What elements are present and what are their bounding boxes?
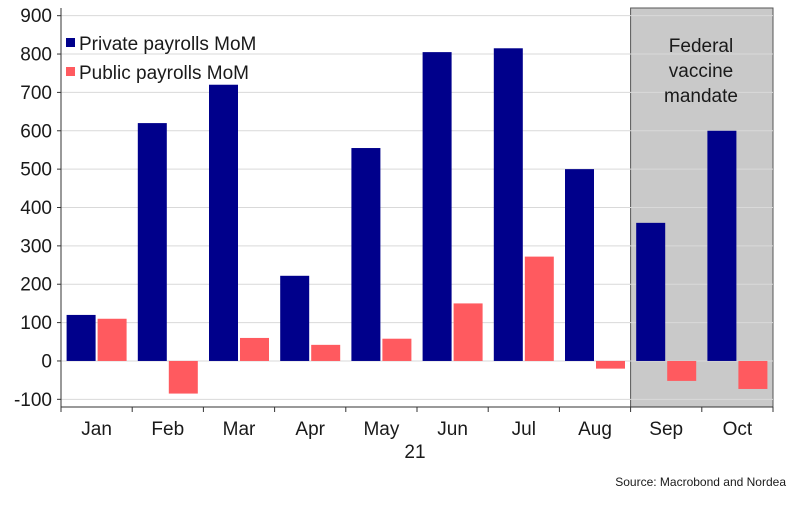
- legend-swatch-public: [66, 67, 75, 76]
- x-tick-label: Mar: [223, 419, 256, 440]
- bar-private-payrolls: [209, 84, 238, 361]
- x-tick-label: Aug: [578, 419, 612, 440]
- bar-public-payrolls: [738, 360, 768, 389]
- y-tick-label: 900: [20, 6, 52, 27]
- bar-public-payrolls: [382, 338, 412, 361]
- legend-label-public: Public payrolls MoM: [79, 63, 249, 84]
- bars-layer: [66, 48, 768, 394]
- bar-public-payrolls: [168, 360, 198, 394]
- y-tick-label: 0: [41, 351, 52, 372]
- y-tick-labels: -100 0 100 200 300 400 500 600 700 800 900: [14, 6, 52, 411]
- y-tick-label: 300: [20, 236, 52, 257]
- shaded-region-label: Federal vaccine mandate: [664, 36, 738, 107]
- axes: [60, 8, 774, 412]
- bar-public-payrolls: [453, 303, 483, 361]
- bar-private-payrolls: [137, 123, 167, 361]
- bar-public-payrolls: [311, 344, 341, 361]
- bar-public-payrolls: [667, 360, 697, 381]
- x-tick-label: May: [363, 419, 399, 440]
- shade-label-line-3: mandate: [664, 86, 738, 107]
- bar-private-payrolls: [66, 314, 96, 361]
- bar-private-payrolls: [707, 130, 737, 361]
- bar-public-payrolls: [524, 256, 554, 361]
- x-tick-label: Feb: [151, 419, 184, 440]
- shade-label-line-1: Federal: [669, 36, 733, 57]
- legend-swatch-private: [66, 38, 75, 47]
- bar-private-payrolls: [351, 148, 381, 361]
- bar-private-payrolls: [636, 222, 666, 361]
- x-group-label: 21: [404, 442, 425, 463]
- y-tick-label: 100: [20, 313, 52, 334]
- y-tick-label: 800: [20, 45, 52, 66]
- y-tick-label: -100: [14, 390, 52, 411]
- y-tick-label: 400: [20, 198, 52, 219]
- y-tick-label: 500: [20, 160, 52, 181]
- y-tick-label: 700: [20, 83, 52, 104]
- shade-label-line-2: vaccine: [669, 61, 733, 82]
- x-tick-labels: Jan Feb Mar Apr May Jun Jul Aug Sep Oct: [81, 419, 753, 440]
- bar-private-payrolls: [565, 169, 594, 361]
- bar-private-payrolls: [422, 52, 452, 361]
- x-tick-label: Sep: [649, 419, 683, 440]
- x-tick-label: Jul: [512, 419, 536, 440]
- y-tick-label: 200: [20, 275, 52, 296]
- bar-public-payrolls: [97, 318, 127, 361]
- bar-public-payrolls: [596, 360, 625, 369]
- x-tick-label: Jan: [81, 419, 112, 440]
- legend: Private payrolls MoM Public payrolls MoM: [66, 34, 256, 84]
- bar-public-payrolls: [240, 337, 269, 361]
- bar-private-payrolls: [493, 48, 523, 361]
- x-tick-label: Oct: [723, 419, 753, 440]
- x-tick-label: Jun: [437, 419, 468, 440]
- y-tick-label: 600: [20, 121, 52, 142]
- x-tick-label: Apr: [295, 419, 325, 440]
- bar-private-payrolls: [280, 275, 310, 361]
- legend-label-private: Private payrolls MoM: [79, 34, 256, 55]
- source-note: Source: Macrobond and Nordea: [615, 475, 786, 489]
